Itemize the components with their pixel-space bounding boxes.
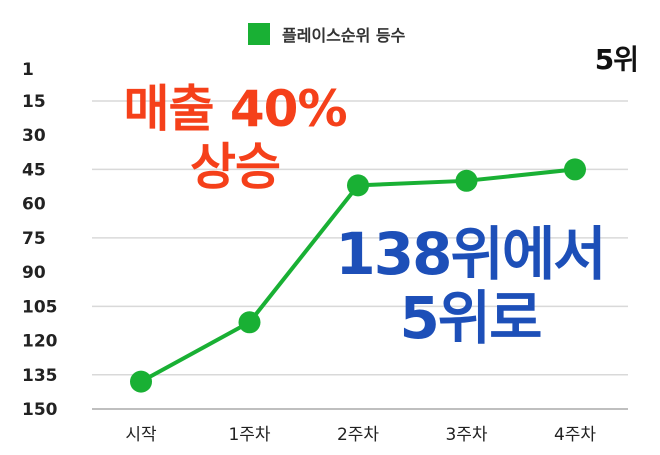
x-tick-label: 시작 <box>125 425 157 445</box>
legend: 플레이스순위 등수 <box>248 22 405 46</box>
x-tick-label: 4주차 <box>554 425 596 445</box>
rank-badge: 5위 <box>594 43 639 76</box>
y-tick-label: 1 <box>22 60 34 80</box>
x-tick-label: 2주차 <box>337 425 379 445</box>
y-tick-label: 150 <box>22 400 58 420</box>
y-axis: 1 15 30 45 60 75 90 105 120 135 150 <box>22 60 58 420</box>
headline-blue-line-1: 138위에서 <box>335 220 606 288</box>
y-tick-label: 75 <box>22 229 46 249</box>
headline-red-line-2: 상승 <box>190 138 281 196</box>
data-point <box>238 311 261 334</box>
y-tick-label: 105 <box>22 297 58 317</box>
y-tick-label: 135 <box>22 366 58 386</box>
headline-blue-line-2: 5위로 <box>399 284 542 352</box>
headline-red-line-1: 매출 40% <box>123 80 347 138</box>
x-tick-label: 1주차 <box>228 425 270 445</box>
y-tick-label: 30 <box>22 126 46 146</box>
x-tick-label: 3주차 <box>445 425 487 445</box>
data-point <box>130 370 152 393</box>
data-point <box>564 158 586 181</box>
series-group <box>130 158 586 393</box>
y-tick-label: 90 <box>22 263 46 283</box>
y-tick-label: 60 <box>22 195 46 215</box>
data-point <box>455 169 478 192</box>
sales-increase-headline: 매출 40% 상승 <box>85 80 385 196</box>
data-point <box>347 174 369 197</box>
y-tick-label: 120 <box>22 332 58 352</box>
x-axis: 시작 1주차 2주차 3주차 4주차 <box>92 408 628 445</box>
y-tick-label: 15 <box>22 92 46 112</box>
y-tick-label: 45 <box>22 160 46 180</box>
rank-change-headline: 138위에서 5위로 <box>320 222 620 350</box>
legend-swatch <box>248 23 270 45</box>
legend-label: 플레이스순위 등수 <box>282 26 406 45</box>
gridlines <box>92 100 628 376</box>
